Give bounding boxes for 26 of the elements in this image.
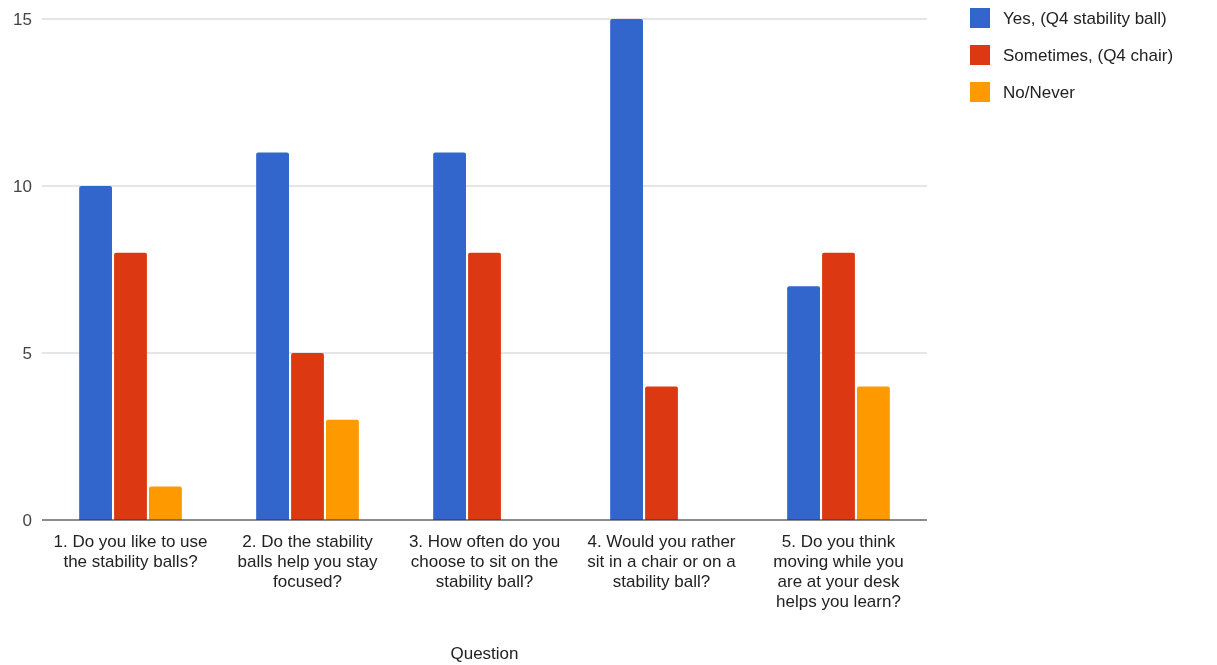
y-tick-label: 0	[22, 510, 32, 530]
x-tick-label: 1. Do you like to use the stability balls?	[53, 532, 208, 571]
bar	[149, 486, 182, 520]
bar	[645, 386, 678, 520]
legend-label: Sometimes, (Q4 chair)	[1003, 46, 1174, 65]
legend-label: No/Never	[1003, 83, 1076, 102]
bar	[610, 19, 643, 520]
x-tick-label: 3. How often do you choose to sit on the stability ball?	[408, 532, 561, 591]
bar	[468, 252, 501, 520]
x-tick-label: 2. Do the stability balls help you stay focused?	[237, 532, 378, 591]
bar	[857, 386, 890, 520]
legend-label: Yes, (Q4 stability ball)	[1003, 9, 1167, 28]
bar	[326, 419, 359, 520]
x-tick-label: 5. Do you think moving while you are at your desk helps you learn?	[773, 532, 904, 611]
x-tick-label: 4. Would you rather sit in a chair or on a stability ball?	[587, 532, 737, 591]
y-tick-label: 15	[13, 9, 32, 29]
bar	[79, 186, 112, 520]
bar	[822, 252, 855, 520]
bar	[433, 152, 466, 520]
bar	[291, 353, 324, 520]
bar	[114, 252, 147, 520]
y-tick-label: 10	[13, 176, 32, 196]
bar	[787, 286, 820, 520]
bar	[256, 152, 289, 520]
y-tick-label: 5	[22, 343, 32, 363]
x-axis-title: Question	[450, 644, 519, 663]
